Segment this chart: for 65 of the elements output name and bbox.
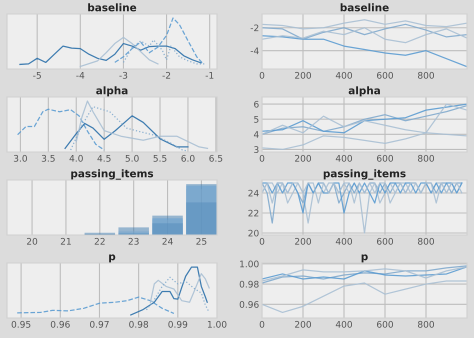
x-tick-label: 400 bbox=[336, 320, 352, 328]
y-tick-label: 3 bbox=[254, 146, 258, 153]
x-tick-label: 6.0 bbox=[181, 154, 195, 162]
x-tick-label: 0.95 bbox=[12, 320, 30, 328]
x-tick-label: 6.5 bbox=[209, 154, 222, 162]
x-tick-label: 200 bbox=[295, 154, 312, 162]
x-tick-label: 600 bbox=[377, 238, 394, 245]
x-tick-label: 800 bbox=[418, 72, 434, 79]
x-tick-label: 4.5 bbox=[97, 155, 111, 162]
x-tick-label: 22 bbox=[94, 238, 105, 245]
x-tick-label: 800 bbox=[418, 154, 434, 162]
x-tick-label: 25 bbox=[196, 238, 206, 245]
x-tick-label: 800 bbox=[418, 238, 434, 245]
x-tick-label: 0 bbox=[260, 238, 264, 245]
x-tick-label: 200 bbox=[295, 320, 312, 328]
chart-title: baseline bbox=[340, 3, 389, 12]
x-tick-label: 4.0 bbox=[70, 154, 83, 162]
x-tick-label: 800 bbox=[418, 320, 434, 328]
x-tick-label: 600 bbox=[377, 72, 394, 79]
chart-title: passing_items bbox=[71, 169, 154, 180]
y-tick-label: -2 bbox=[250, 24, 258, 32]
y-tick-label: -4 bbox=[250, 48, 259, 54]
x-tick-label: 0.98 bbox=[129, 320, 148, 328]
x-tick-label: 0 bbox=[260, 72, 264, 79]
x-tick-label: 0 bbox=[260, 154, 264, 162]
x-tick-label: 200 bbox=[295, 72, 312, 79]
x-tick-label: 0.99 bbox=[168, 320, 188, 328]
y-tick-label: 5 bbox=[254, 116, 258, 123]
x-tick-label: 23 bbox=[128, 238, 139, 245]
x-tick-label: 600 bbox=[377, 154, 394, 162]
x-tick-label: -1 bbox=[206, 72, 214, 79]
chart-title: p bbox=[109, 254, 116, 262]
y-tick-label: 1.00 bbox=[240, 260, 259, 268]
chart-title: baseline bbox=[88, 3, 136, 12]
y-tick-label: 0.98 bbox=[240, 280, 259, 288]
chart-title: alpha bbox=[348, 86, 380, 96]
x-tick-label: 24 bbox=[162, 238, 173, 245]
y-tick-label: 20 bbox=[248, 230, 259, 237]
y-tick-label: 22 bbox=[248, 210, 258, 216]
y-tick-label: 0.96 bbox=[240, 301, 259, 308]
chart-title: p bbox=[362, 254, 368, 262]
x-tick-label: 0.97 bbox=[90, 320, 109, 328]
x-tick-label: 5.5 bbox=[154, 155, 166, 162]
chart-title: passing_items bbox=[324, 169, 406, 180]
x-tick-label: -3 bbox=[119, 72, 128, 79]
x-tick-label: 1.00 bbox=[208, 320, 226, 328]
y-tick-label: 6 bbox=[254, 100, 259, 108]
x-tick-label: -4 bbox=[76, 72, 84, 79]
y-tick-label: 24 bbox=[248, 190, 259, 196]
x-tick-label: 21 bbox=[60, 238, 71, 245]
x-tick-label: 600 bbox=[377, 320, 394, 328]
y-tick-label: 4 bbox=[254, 131, 259, 138]
x-tick-label: 3.5 bbox=[42, 154, 55, 162]
x-tick-label: 400 bbox=[336, 238, 352, 245]
chart-title: alpha bbox=[96, 86, 128, 96]
x-tick-label: 200 bbox=[295, 238, 312, 245]
x-tick-label: 400 bbox=[336, 72, 352, 79]
x-tick-label: 20 bbox=[26, 238, 38, 245]
x-tick-label: 5.0 bbox=[126, 154, 139, 162]
x-tick-label: 0 bbox=[260, 320, 264, 328]
x-tick-label: 0.96 bbox=[50, 320, 70, 328]
x-tick-label: 3.0 bbox=[14, 154, 27, 162]
x-tick-label: -5 bbox=[33, 72, 41, 79]
x-tick-label: 400 bbox=[336, 154, 352, 162]
x-tick-label: -2 bbox=[162, 72, 170, 79]
